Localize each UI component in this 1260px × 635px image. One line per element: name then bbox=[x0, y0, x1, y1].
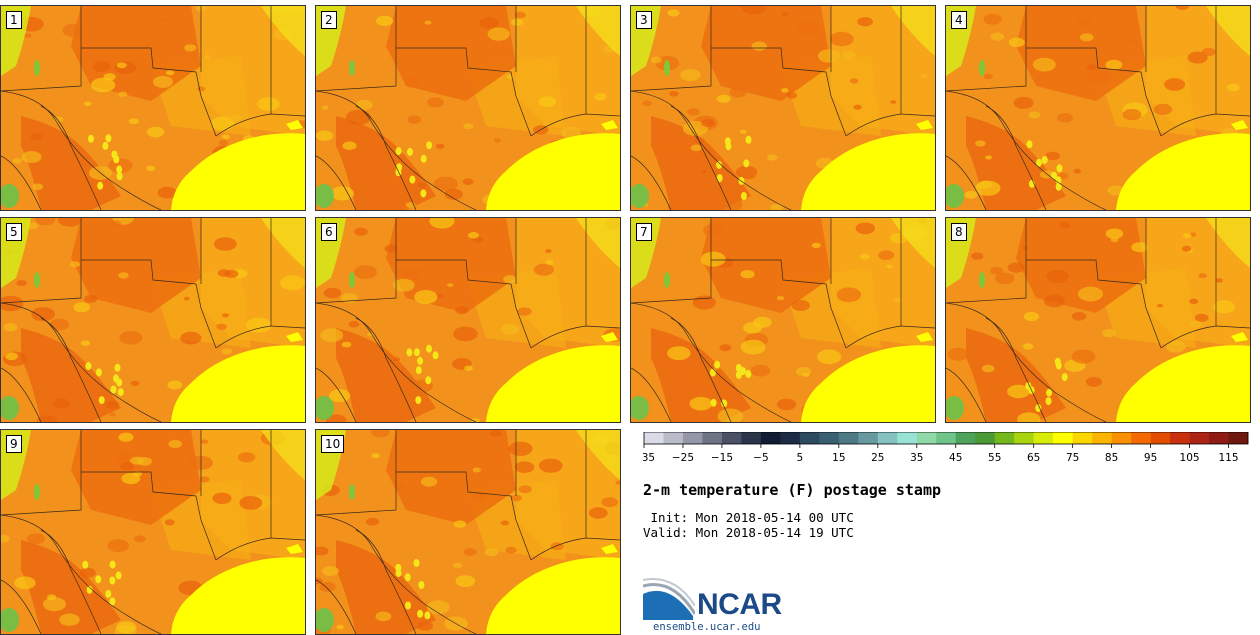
colorbar-tick-label: 45 bbox=[949, 452, 962, 464]
panel-number: 4 bbox=[951, 11, 967, 29]
panel-number: 6 bbox=[321, 223, 337, 241]
colorbar-swatch bbox=[760, 432, 781, 444]
colorbar-swatch bbox=[1072, 432, 1093, 444]
colorbar-tick-label: 5 bbox=[797, 452, 804, 464]
colorbar-swatch bbox=[877, 432, 898, 444]
colorbar-tick-label: −25 bbox=[672, 452, 694, 464]
map-panel: 1 bbox=[0, 5, 306, 211]
colorbar-tick-label: 15 bbox=[832, 452, 845, 464]
map-panel: 5 bbox=[0, 217, 306, 423]
map-panel: 7 bbox=[630, 217, 936, 423]
colorbar-tick-label: −35 bbox=[643, 452, 655, 464]
logo-wordmark: NCAR bbox=[697, 588, 782, 621]
panel-number: 7 bbox=[636, 223, 652, 241]
colorbar-swatch bbox=[799, 432, 820, 444]
panel-number: 10 bbox=[321, 435, 345, 453]
map-panel: 10 bbox=[315, 429, 621, 635]
map-panel: 4 bbox=[945, 5, 1251, 211]
ncar-logo-icon bbox=[643, 578, 695, 620]
temperature-colorbar: −35 −25 −15 −5 5 15 25 35 45 55 65 75 85 95 105 115 bbox=[643, 432, 1249, 464]
colorbar-swatch bbox=[838, 432, 859, 444]
map-panel: 6 bbox=[315, 217, 621, 423]
colorbar-swatch bbox=[1170, 432, 1190, 444]
colorbar-swatch bbox=[819, 432, 840, 444]
colorbar-swatch bbox=[663, 432, 684, 444]
colorbar-tick-label: −15 bbox=[711, 452, 733, 464]
colorbar-tick-label: 95 bbox=[1144, 452, 1157, 464]
colorbar-tick-label: 85 bbox=[1105, 452, 1118, 464]
panel-number: 3 bbox=[636, 11, 652, 29]
colorbar-tick-label: 115 bbox=[1218, 452, 1238, 464]
valid-time: Valid: Mon 2018-05-14 19 UTC bbox=[643, 525, 854, 540]
colorbar-swatch bbox=[897, 432, 918, 444]
colorbar-tick-label: 35 bbox=[910, 452, 923, 464]
colorbar-swatch bbox=[916, 432, 937, 444]
colorbar-swatch bbox=[721, 432, 742, 444]
colorbar-swatch bbox=[1228, 432, 1249, 444]
panel-number: 8 bbox=[951, 223, 967, 241]
panel-number: 5 bbox=[6, 223, 22, 241]
colorbar-swatch bbox=[741, 432, 762, 444]
init-time: Init: Mon 2018-05-14 00 UTC bbox=[643, 510, 854, 525]
colorbar-tick-label: 75 bbox=[1066, 452, 1079, 464]
colorbar-swatch bbox=[994, 432, 1015, 444]
colorbar-outline bbox=[643, 432, 1249, 445]
colorbar-swatch bbox=[780, 432, 801, 444]
colorbar-tick-label: 25 bbox=[871, 452, 884, 464]
colorbar-swatch bbox=[1033, 432, 1054, 444]
colorbar-swatch bbox=[682, 432, 703, 444]
colorbar-tick-label: 105 bbox=[1180, 452, 1200, 464]
logo-url: ensemble.ucar.edu bbox=[653, 621, 761, 633]
colorbar-swatch bbox=[1092, 432, 1112, 444]
colorbar-swatch bbox=[1053, 432, 1073, 444]
colorbar-tick-label: 55 bbox=[988, 452, 1001, 464]
map-panel: 8 bbox=[945, 217, 1251, 423]
colorbar-swatch bbox=[858, 432, 879, 444]
map-panel: 2 bbox=[315, 5, 621, 211]
colorbar-swatch bbox=[1189, 432, 1210, 444]
map-panel: 3 bbox=[630, 5, 936, 211]
colorbar-swatch bbox=[1014, 432, 1034, 444]
colorbar-swatch bbox=[1209, 432, 1229, 444]
colorbar-swatch bbox=[1131, 432, 1151, 444]
map-panel: 9 bbox=[0, 429, 306, 635]
colorbar-swatch bbox=[1150, 432, 1171, 444]
colorbar-swatch bbox=[955, 432, 976, 444]
panel-number: 2 bbox=[321, 11, 337, 29]
panel-number: 9 bbox=[6, 435, 22, 453]
colorbar-swatch bbox=[936, 432, 957, 444]
colorbar-swatch bbox=[1111, 432, 1132, 444]
colorbar-swatch bbox=[702, 432, 723, 444]
colorbar-swatch bbox=[975, 432, 996, 444]
colorbar-tick-label: 65 bbox=[1027, 452, 1040, 464]
figure-title: 2-m temperature (F) postage stamp bbox=[643, 481, 942, 499]
colorbar-tick-label: −5 bbox=[753, 452, 768, 464]
colorbar-swatch bbox=[644, 432, 664, 444]
panel-number: 1 bbox=[6, 11, 22, 29]
